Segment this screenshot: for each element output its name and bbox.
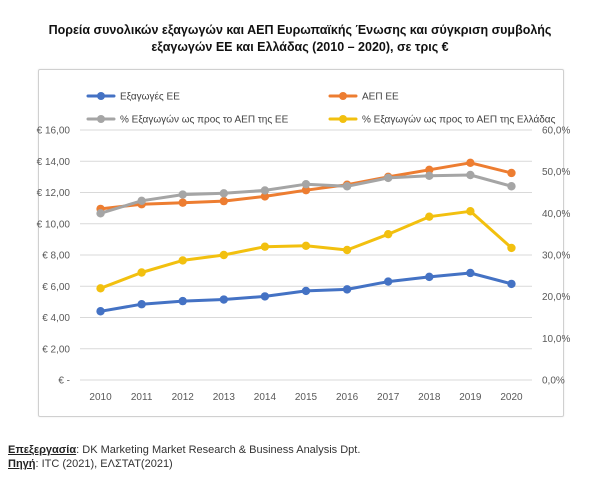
legend-label: % Εξαγωγών ως προς το ΑΕΠ της Ελλάδας <box>362 114 556 126</box>
right-axis-tick-label: 20,0% <box>542 292 570 303</box>
right-axis-tick-label: 0,0% <box>542 376 565 387</box>
footer: Επεξεργασία: DK Marketing Market Researc… <box>8 443 360 471</box>
data-point <box>466 268 475 278</box>
left-axis-tick-label: € 14,00 <box>37 157 71 168</box>
data-point <box>466 207 475 216</box>
right-axis-tick-label: 30,0% <box>542 251 570 262</box>
data-point <box>260 186 270 195</box>
data-point <box>301 179 311 189</box>
data-point <box>507 168 516 178</box>
right-axis-tick-label: 50,0% <box>542 167 570 178</box>
data-point <box>466 170 475 180</box>
axes: € - € 2,00 € 4,00 € 6,00 € 8,00 € 10,00 € 12,0… <box>37 126 571 404</box>
chart-frame <box>38 69 564 417</box>
data-point <box>137 268 146 277</box>
left-axis-tick-label: € 12,00 <box>37 188 71 199</box>
data-point <box>178 190 187 199</box>
data-point <box>342 245 352 255</box>
x-axis-tick-label: 2020 <box>500 392 523 403</box>
data-point <box>96 284 105 293</box>
x-axis-tick-label: 2012 <box>172 392 195 403</box>
legend-label: % Εξαγωγών ως προς το ΑΕΠ της ΕΕ <box>120 114 289 126</box>
data-point <box>219 295 229 304</box>
data-point <box>137 300 146 309</box>
x-axis-tick-label: 2015 <box>295 392 318 403</box>
data-point <box>219 196 229 206</box>
legend-label: ΑΕΠ ΕΕ <box>362 92 399 103</box>
data-point <box>178 296 187 306</box>
data-point <box>425 212 434 221</box>
processing-text: : DK Marketing Market Research & Busines… <box>76 444 361 456</box>
data-point <box>301 241 311 251</box>
data-point <box>507 182 516 191</box>
legend-swatch-marker <box>339 92 347 100</box>
chart-title-line-2: εξαγωγών ΕΕ και Ελλάδας (2010 – 2020), σ… <box>151 40 449 54</box>
data-point <box>260 242 270 251</box>
x-axis-tick-label: 2013 <box>213 392 236 403</box>
legend-swatch-marker <box>339 115 347 123</box>
x-axis-tick-label: 2018 <box>418 392 441 403</box>
right-axis-tick-label: 60,0% <box>542 126 570 137</box>
right-axis-tick-label: 40,0% <box>542 209 570 220</box>
legend: Εξαγωγές ΕΕ ΑΕΠ ΕΕ % Εξαγωγών ως προς το Α… <box>86 91 556 126</box>
legend-swatch-marker <box>97 115 105 123</box>
data-point <box>507 243 516 253</box>
left-axis-tick-label: € 10,00 <box>37 219 71 230</box>
x-axis-tick-label: 2011 <box>131 392 153 403</box>
legend-swatch-marker <box>97 92 105 100</box>
data-point <box>219 189 229 198</box>
source-text: : ITC (2021), ΕΛΣΤΑΤ(2021) <box>35 458 173 470</box>
data-point <box>260 292 270 301</box>
data-point <box>96 307 105 316</box>
x-axis-tick-label: 2017 <box>377 392 400 403</box>
chart-title: Πορεία συνολικών εξαγωγών και ΑΕΠ Ευρωπα… <box>0 22 600 56</box>
data-point <box>507 279 516 289</box>
left-axis-tick-label: € 16,00 <box>37 126 71 137</box>
data-point <box>301 185 311 195</box>
data-point <box>96 209 105 218</box>
source-label: Πηγή <box>8 458 36 470</box>
left-axis-tick-label: € - <box>58 376 70 387</box>
data-point <box>178 198 187 207</box>
data-point <box>260 192 270 201</box>
chart-title-line-1: Πορεία συνολικών εξαγωγών και ΑΕΠ Ευρωπα… <box>48 23 552 37</box>
grid-lines <box>80 129 532 381</box>
x-axis-tick-label: 2014 <box>254 392 277 403</box>
data-point <box>219 250 229 260</box>
data-point <box>137 196 146 206</box>
source-note: Πηγή: ITC (2021), ΕΛΣΤΑΤ(2021) <box>8 457 360 471</box>
left-axis-tick-label: € 6,00 <box>42 282 70 293</box>
data-point <box>383 277 393 286</box>
processing-label: Επεξεργασία <box>8 444 77 456</box>
processing-note: Επεξεργασία: DK Marketing Market Researc… <box>8 443 360 457</box>
legend-label: Εξαγωγές ΕΕ <box>120 91 180 103</box>
data-point <box>425 171 434 181</box>
left-axis-tick-label: € 8,00 <box>42 251 70 262</box>
series-lines <box>96 158 516 316</box>
data-point <box>425 272 434 282</box>
data-point <box>383 173 393 183</box>
x-axis-tick-label: 2010 <box>89 392 112 403</box>
data-point <box>178 256 187 265</box>
data-point <box>383 229 393 239</box>
left-axis-tick-label: € 2,00 <box>42 344 70 355</box>
data-point <box>466 158 475 168</box>
left-axis-tick-label: € 4,00 <box>42 313 70 324</box>
x-axis-tick-label: 2016 <box>336 392 359 403</box>
data-point <box>342 285 352 294</box>
data-point <box>301 286 311 296</box>
data-point <box>342 182 352 191</box>
right-axis-tick-label: 10,0% <box>542 334 570 345</box>
x-axis-tick-label: 2019 <box>459 392 482 403</box>
data-point <box>425 165 434 175</box>
